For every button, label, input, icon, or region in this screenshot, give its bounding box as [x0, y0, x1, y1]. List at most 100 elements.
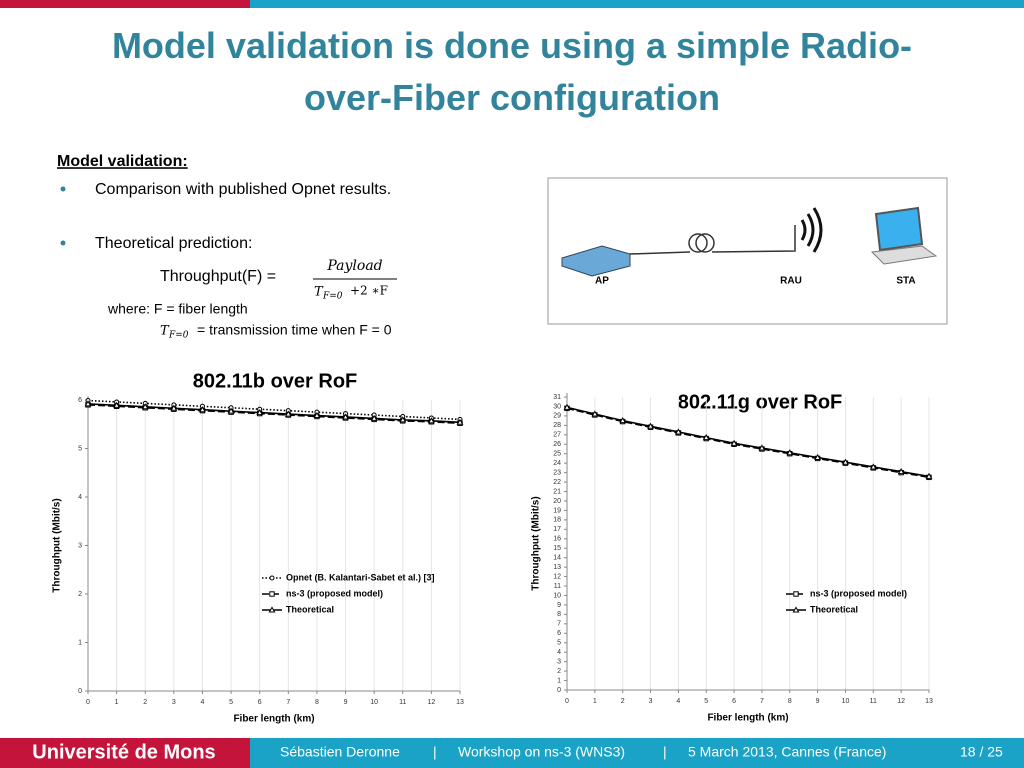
- marker: [427, 417, 435, 424]
- x-tick-label: 6: [258, 699, 262, 706]
- x-tick-label: 12: [427, 699, 435, 706]
- legend-label: Theoretical: [286, 604, 334, 614]
- where-line: = transmission time when F = 0: [197, 322, 392, 338]
- x-tick-label: 13: [925, 698, 933, 705]
- y-tick-label: 24: [553, 460, 561, 467]
- y-tick-label: 28: [553, 422, 561, 429]
- x-tick-label: 5: [229, 699, 233, 706]
- x-tick-label: 11: [870, 698, 877, 705]
- x-tick-label: 6: [732, 698, 736, 705]
- y-tick-label: 4: [557, 649, 561, 656]
- legend-marker: [793, 591, 799, 597]
- marker: [313, 411, 321, 419]
- y-tick-label: 16: [553, 536, 561, 543]
- footer-separator: |: [433, 744, 437, 760]
- series-line: [87, 403, 461, 424]
- y-tick-label: 23: [553, 469, 561, 476]
- x-tick-label: 8: [315, 699, 319, 706]
- legend-marker: [269, 575, 275, 581]
- marker: [869, 463, 877, 470]
- marker: [342, 413, 349, 420]
- formula-symbol: T: [314, 285, 324, 300]
- marker: [563, 403, 571, 410]
- x-tick-label: 13: [456, 699, 464, 706]
- y-tick-label: 12: [553, 573, 561, 580]
- marker: [456, 418, 464, 425]
- footer-event: Workshop on ns-3 (WNS3): [458, 744, 625, 760]
- y-tick-label: 5: [557, 640, 561, 647]
- diagram: AP RAU STA: [547, 177, 948, 325]
- legend-label: ns-3 (proposed model): [286, 588, 383, 598]
- marker: [647, 422, 654, 429]
- footer-page: 18 / 25: [960, 744, 1003, 760]
- y-tick-label: 0: [78, 688, 82, 695]
- where-symbol: T: [160, 324, 170, 339]
- slide-title: Model validation is done using a simple …: [111, 25, 913, 118]
- y-tick-label: 1: [557, 677, 561, 684]
- x-tick-label: 12: [897, 698, 905, 705]
- marker: [170, 404, 178, 411]
- legend-marker: [792, 606, 800, 613]
- y-tick-label: 6: [557, 630, 561, 637]
- where-line: where: F = fiber length: [107, 301, 248, 317]
- y-axis-label: Throughput (Mbit/s): [531, 496, 542, 590]
- footer-left: [0, 738, 250, 768]
- y-tick-label: 6: [78, 397, 82, 404]
- y-tick-label: 14: [553, 555, 561, 562]
- x-tick-label: 9: [816, 698, 820, 705]
- x-axis-label: Fiber length (km): [707, 713, 788, 724]
- formula-numerator: Payload: [326, 258, 382, 274]
- x-tick-label: 1: [115, 699, 119, 706]
- heading: Model validation:: [57, 153, 188, 170]
- marker: [141, 403, 149, 410]
- marker: [199, 406, 206, 413]
- marker: [113, 401, 121, 408]
- where-subscript: F=0: [168, 331, 189, 341]
- y-tick-label: 2: [78, 591, 82, 598]
- laptop-screen: [874, 206, 924, 252]
- marker: [370, 414, 378, 421]
- x-tick-label: 9: [344, 699, 348, 706]
- x-axis-label: Fiber length (km): [233, 714, 314, 725]
- marker: [814, 453, 822, 460]
- marker: [619, 417, 627, 424]
- diagram-label: AP: [595, 276, 609, 287]
- bullet: [60, 240, 66, 246]
- marker: [702, 434, 710, 441]
- y-tick-label: 17: [553, 526, 561, 533]
- y-tick-label: 25: [553, 451, 561, 458]
- fiber: [711, 225, 796, 253]
- footer-right: [250, 738, 1024, 768]
- y-tick-label: 18: [553, 517, 561, 524]
- y-tick-label: 3: [557, 658, 561, 665]
- y-tick-label: 1: [78, 639, 82, 646]
- marker: [842, 458, 849, 465]
- laptop-base: [870, 245, 938, 265]
- y-tick-label: 29: [553, 413, 561, 420]
- ap-icon: [561, 245, 631, 277]
- y-tick-label: 8: [557, 611, 561, 618]
- series-line: [87, 399, 461, 421]
- x-tick-label: 3: [649, 698, 653, 705]
- marker: [674, 428, 682, 435]
- footer-university: Université de Mons: [32, 741, 215, 763]
- x-tick-label: 0: [565, 698, 569, 705]
- diagram-label: RAU: [780, 276, 802, 287]
- bullet-text: Comparison with published Opnet results.: [95, 181, 391, 198]
- y-tick-label: 26: [553, 441, 561, 448]
- cable: [629, 251, 691, 255]
- legend-label: ns-3 (proposed model): [810, 588, 907, 598]
- x-tick-label: 0: [86, 699, 90, 706]
- y-tick-label: 0: [557, 687, 561, 694]
- series-line: [87, 404, 461, 425]
- y-tick-label: 7: [557, 621, 561, 628]
- x-tick-label: 10: [370, 699, 378, 706]
- top-bar-teal: [250, 0, 1024, 8]
- title-box: Model validation is done using a simple …: [111, 25, 913, 118]
- antenna-waves: [800, 207, 823, 253]
- marker: [256, 408, 264, 416]
- footer-separator: |: [663, 744, 667, 760]
- x-tick-label: 2: [143, 699, 147, 706]
- fiber-coil: [695, 233, 715, 253]
- y-tick-label: 2: [557, 668, 561, 675]
